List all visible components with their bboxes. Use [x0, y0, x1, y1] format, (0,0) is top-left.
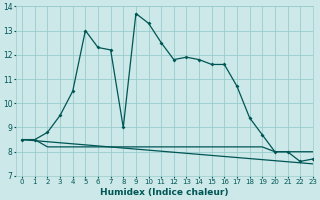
X-axis label: Humidex (Indice chaleur): Humidex (Indice chaleur)	[100, 188, 228, 197]
